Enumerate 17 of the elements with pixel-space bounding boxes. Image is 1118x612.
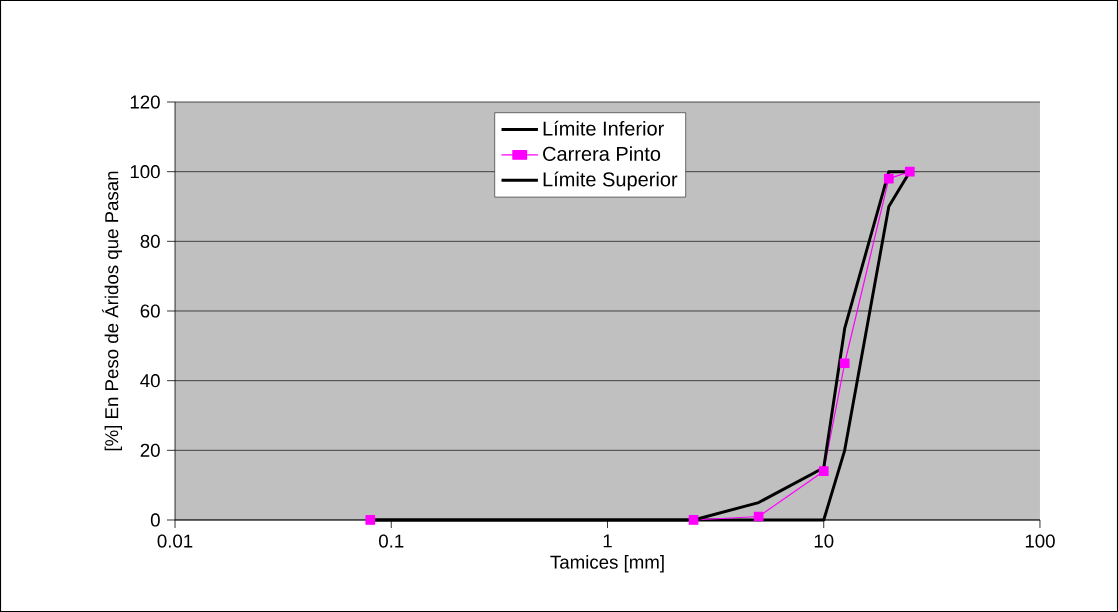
y-tick-label: 60 [140,304,160,318]
legend-label: Límite Superior [543,171,678,191]
x-tick-label: 0.01 [157,534,193,548]
x-tick-label: 0.1 [379,534,404,548]
x-axis-title: Tamices [mm] [550,555,664,573]
x-tick-label: 100 [1025,534,1055,548]
x-tick-label: 10 [814,534,834,548]
y-axis-title: [%] En Peso de Áridos que Pasan [101,171,123,451]
y-tick-label: 120 [130,95,160,109]
legend-label: Límite Inferior [543,120,664,136]
y-tick-label: 0 [150,513,160,527]
y-tick-label: 20 [140,443,160,457]
x-tick-label: 1 [603,534,612,548]
y-tick-label: 80 [140,234,160,248]
y-tick-label: 40 [140,374,160,388]
legend-label: Carrera Pinto [543,146,661,161]
y-tick-label: 100 [130,165,160,179]
